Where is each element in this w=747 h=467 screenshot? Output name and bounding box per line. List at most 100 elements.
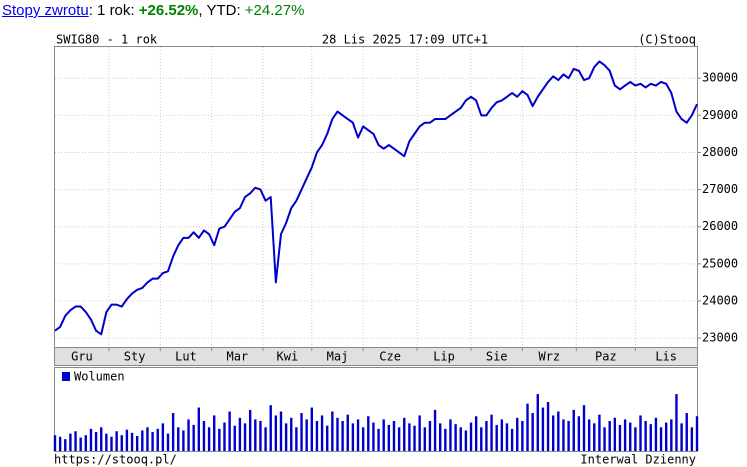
volume-bar [207,427,211,451]
y-tick-label: 27000 [702,182,738,196]
month-label: Lip [433,350,455,364]
volume-bar [238,417,242,451]
volume-bar [387,424,391,451]
volume-bar [454,424,457,451]
volume-bar [521,420,524,451]
volume-bar [629,422,632,451]
y-tick-label: 24000 [702,293,738,307]
volume-bar [94,432,98,451]
volume-bar [254,419,257,451]
month-label: Lis [655,350,677,364]
volume-bar [685,413,688,451]
volume-bar [654,417,658,451]
volume-bar [608,420,611,451]
volume-bar [182,430,185,451]
volume-frame [54,367,698,452]
volume-bar [546,402,550,451]
volume-bar [310,407,313,451]
volume-bar [218,428,221,451]
period-return: +26.52% [138,2,199,19]
volume-bar [74,431,77,451]
ytd-label: , YTD: [198,2,245,19]
interval: Interwal Dzienny [580,453,696,467]
volume-bar [125,429,129,451]
volume-bar [141,430,144,451]
volume-bar [603,427,606,451]
period-label: : 1 rok: [88,2,139,19]
month-label: Lut [175,350,197,364]
month-label: Sty [124,350,146,364]
volume-bar [213,415,216,451]
source-url: https://stooq.pl/ [54,453,177,467]
y-tick-label: 30000 [702,71,738,85]
volume-bar [500,419,504,451]
returns-link[interactable]: Stopy zwrotu [2,2,89,19]
volume-legend-swatch [62,372,70,381]
volume-bar [551,415,555,451]
volume-bar [248,409,252,451]
volume-bar [680,423,683,451]
volume-bar [618,424,622,451]
volume-bar [377,428,380,451]
volume-bar [259,420,262,451]
plot-frame [54,46,698,348]
volume-bar [151,432,154,451]
volume-bar [495,424,498,451]
month-strip [54,347,698,366]
volume-bar [110,436,113,451]
volume-bar [223,422,226,451]
returns-header: Stopy zwrotu: 1 rok: +26.52%, YTD: +24.2… [2,2,304,19]
volume-bar [177,427,180,451]
volume-bar [372,422,375,451]
chart-credit: (C)Stooq [638,33,696,47]
volume-bar [279,411,283,451]
volume-bar [361,427,365,451]
volume-bar [490,414,493,451]
volume-bar [639,415,642,451]
volume-bar [146,427,149,451]
volume-bar [264,427,267,451]
y-tick-label: 29000 [702,108,738,122]
volume-bar [382,419,385,451]
volume-bar [562,419,565,451]
volume-bar [233,425,236,451]
volume-bar [161,423,165,451]
volume-bar [449,419,452,451]
volume-bar [336,417,339,451]
volume-bar [510,428,514,451]
month-label: Paz [595,350,617,364]
volume-bar [659,427,663,451]
volume-bar [243,423,247,451]
volume-bar [444,428,447,451]
volume-bar [582,405,586,451]
volume-bar [326,425,329,451]
volume-bar [100,427,103,451]
month-label: Kwi [277,350,299,364]
volume-bar [305,419,308,451]
volume-bar [695,416,699,451]
volume-bar [331,411,334,451]
y-tick-label: 23000 [702,331,738,345]
volume-bar [526,403,529,451]
volume-bar [593,423,596,451]
volume-bar [423,427,426,451]
volume-bar [536,394,539,451]
volume-bar [120,435,123,451]
y-tick-label: 26000 [702,219,738,233]
volume-bar [187,419,190,451]
volume-bar [367,416,370,451]
y-tick-label: 25000 [702,256,738,270]
volume-bar [408,423,411,451]
volume-bar [557,411,560,451]
volume-bar [675,394,678,451]
month-label: Gru [71,350,93,364]
volume-bar [315,420,319,451]
volume-bar [274,415,278,451]
volume-bar [623,419,627,451]
volume-bar [613,417,617,451]
volume-bar [166,433,170,451]
volume-bar [53,435,57,451]
volume-bar [480,427,483,451]
month-label: Mar [226,350,248,364]
